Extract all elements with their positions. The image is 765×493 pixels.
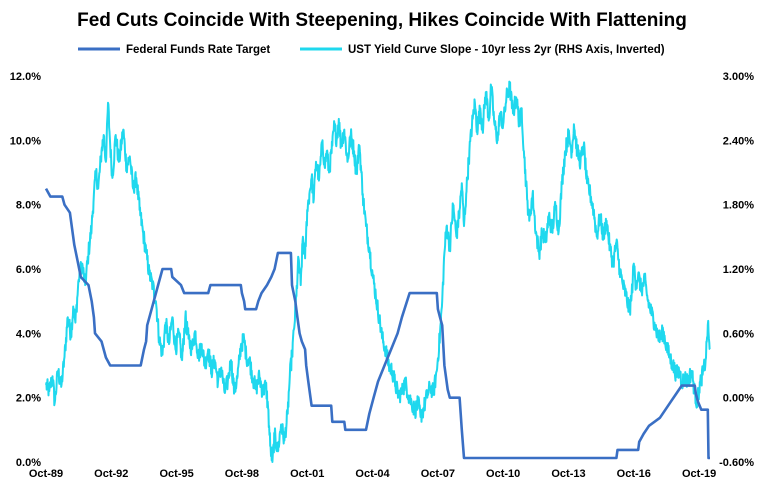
- y-right-tick-label: 0.00%: [723, 393, 754, 405]
- series-line-yield-curve: [45, 80, 711, 463]
- y-left-tick-label: 4.0%: [16, 328, 41, 340]
- legend: Federal Funds Rate Target UST Yield Curv…: [78, 44, 665, 56]
- x-tick-label: Oct-16: [617, 468, 651, 480]
- x-tick-label: Oct-13: [551, 468, 585, 480]
- chart-title: Fed Cuts Coincide With Steepening, Hikes…: [77, 10, 687, 31]
- y-right-tick-label: 2.40%: [723, 135, 754, 147]
- y-right-tick-label: 0.60%: [723, 328, 754, 340]
- y-right-tick-label: -0.60%: [719, 457, 754, 469]
- x-tick-label: Oct-04: [355, 468, 390, 480]
- y-left-tick-label: 10.0%: [10, 135, 41, 147]
- x-tick-label: Oct-19: [682, 468, 716, 480]
- y-left-tick-label: 2.0%: [16, 393, 41, 405]
- y-left-tick-label: 0.0%: [16, 457, 41, 469]
- x-tick-label: Oct-98: [225, 468, 259, 480]
- x-tick-label: Oct-01: [290, 468, 324, 480]
- x-tick-label: Oct-07: [421, 468, 455, 480]
- series-line-fed-funds: [44, 187, 710, 460]
- x-tick-label: Oct-10: [486, 468, 520, 480]
- y-right-tick-label: 1.80%: [723, 200, 754, 212]
- plot-area: [44, 80, 711, 463]
- y-right-tick-label: 3.00%: [723, 71, 754, 83]
- y-left-tick-label: 8.0%: [16, 200, 41, 212]
- legend-label-yield-curve: UST Yield Curve Slope - 10yr less 2yr (R…: [348, 44, 665, 56]
- legend-label-fed-funds: Federal Funds Rate Target: [126, 44, 270, 56]
- x-tick-label: Oct-92: [94, 468, 128, 480]
- y-right-tick-label: 1.20%: [723, 264, 754, 276]
- y-left-tick-label: 12.0%: [10, 71, 41, 83]
- axes: 0.0% 2.0% 4.0% 6.0% 8.0% 10.0% 12.0% -0.60% 0.00…: [10, 71, 754, 480]
- y-left-tick-label: 6.0%: [16, 264, 41, 276]
- x-tick-label: Oct-95: [159, 468, 193, 480]
- x-tick-label: Oct-89: [29, 468, 63, 480]
